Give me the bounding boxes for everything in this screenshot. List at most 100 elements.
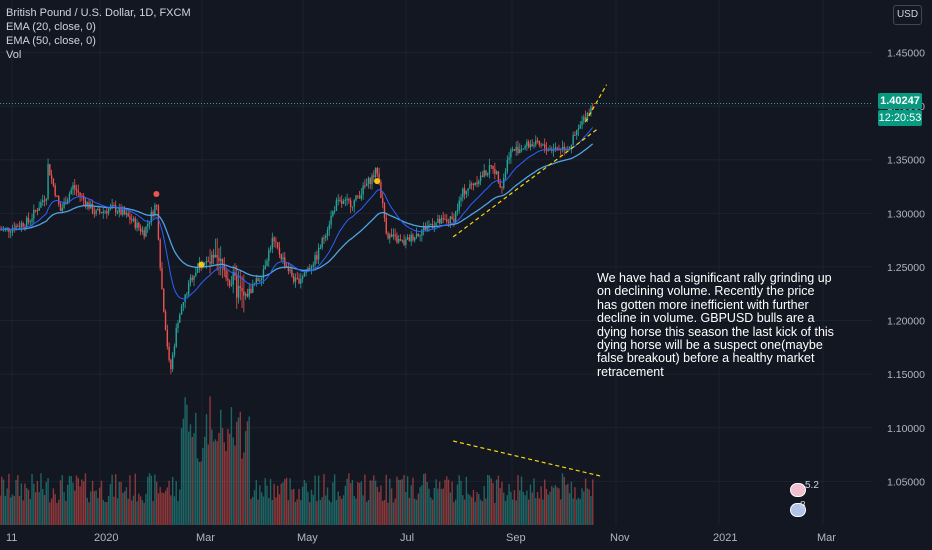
candle-down [447,221,450,223]
volume-bar [421,485,423,525]
volume-bar [332,482,334,525]
candle-down [517,146,519,154]
us-flag-icon[interactable] [790,503,806,517]
candle-down [120,207,122,215]
volume-bar [29,499,31,525]
volume-bar [513,490,516,525]
candle-down [243,291,245,296]
candle-up [63,201,65,208]
volume-bar [398,479,400,525]
volume-legend[interactable]: Vol [6,49,22,61]
volume-bar [346,478,348,525]
time-tick-label: May [297,532,318,544]
candle-up [294,277,297,282]
volume-bar [342,495,345,525]
candle-up [262,269,265,279]
volume-bar [20,483,23,525]
ema-20-legend[interactable]: EMA (20, close, 0) [6,21,96,33]
candle-up [189,277,192,283]
volume-bar [269,478,272,525]
volume-bar [163,493,165,525]
volume-bar [244,431,247,525]
candle-down [396,235,398,243]
candle-up [220,259,222,262]
candle-down [497,171,500,183]
candle-up [42,200,44,203]
candle-up [460,197,462,201]
volume-bar [440,488,443,525]
candle-down [316,255,318,260]
candle-down [138,222,140,228]
candle-up [268,250,270,261]
candle-up [488,165,491,174]
volume-bar [285,477,288,525]
candle-down [451,216,453,219]
volume-bar [252,496,254,525]
volume-bar [287,500,290,525]
candle-up [533,144,535,147]
candle-up [136,222,138,228]
candle-up [111,205,113,207]
candle-up [303,272,306,277]
candle-down [298,278,300,284]
candle-up [504,171,507,179]
candle-down [494,168,496,174]
candle-down [382,198,384,204]
candle-down [536,140,539,142]
annotation-text[interactable]: We have had a significant rally grinding… [597,271,834,379]
candle-up [435,222,437,227]
volume-bar [303,479,306,525]
currency-button[interactable]: USD [893,5,922,25]
volume-bar [485,498,487,525]
time-tick-label: 2020 [94,532,118,544]
candle-up [186,293,188,295]
volume-bar [358,482,361,525]
candle-up [325,236,327,239]
candle-down [159,239,161,268]
volume-bar [488,475,491,525]
volume-bar [536,492,539,525]
candle-up [282,257,284,260]
candle-up [337,199,339,201]
candle-down [399,238,402,241]
candle-down [499,182,501,188]
symbol-title[interactable]: British Pound / U.S. Dollar, 1D, FXCM [6,7,191,19]
volume-bar [325,495,327,525]
volume-bar [43,495,46,525]
volume-bar [118,481,120,525]
volume-bar [186,404,188,525]
ema-50-legend[interactable]: EMA (50, close, 0) [6,35,96,47]
candle-up [330,215,332,225]
volume-bar [6,488,8,525]
price-tick-label: 1.15000 [887,369,925,381]
candle-up [365,183,368,187]
candle-down [127,213,129,217]
chart-grid [0,0,872,525]
candle-up [478,181,480,185]
candle-up [577,128,580,131]
candle-up [410,234,412,242]
uk-flag-icon[interactable] [790,483,806,497]
volume-bar [74,490,76,525]
candle-up [333,210,336,212]
candle-down [501,187,503,189]
volume-bar [588,489,590,525]
volume-bar [115,474,117,525]
candle-down [574,135,576,137]
volume-bar [225,451,227,525]
candle-down [538,141,541,145]
signal-marker [374,178,381,185]
candle-up [519,149,521,154]
volume-bar [351,479,354,525]
candle-up [335,200,338,211]
candle-down [79,192,81,196]
volume-bar [435,479,437,525]
candle-up [328,224,330,230]
volume-bar [66,484,69,525]
volume-bar [367,499,370,525]
volume-bar [282,482,284,525]
volume-bar [17,475,19,525]
volume-bar [109,484,112,525]
candle-up [31,218,33,222]
